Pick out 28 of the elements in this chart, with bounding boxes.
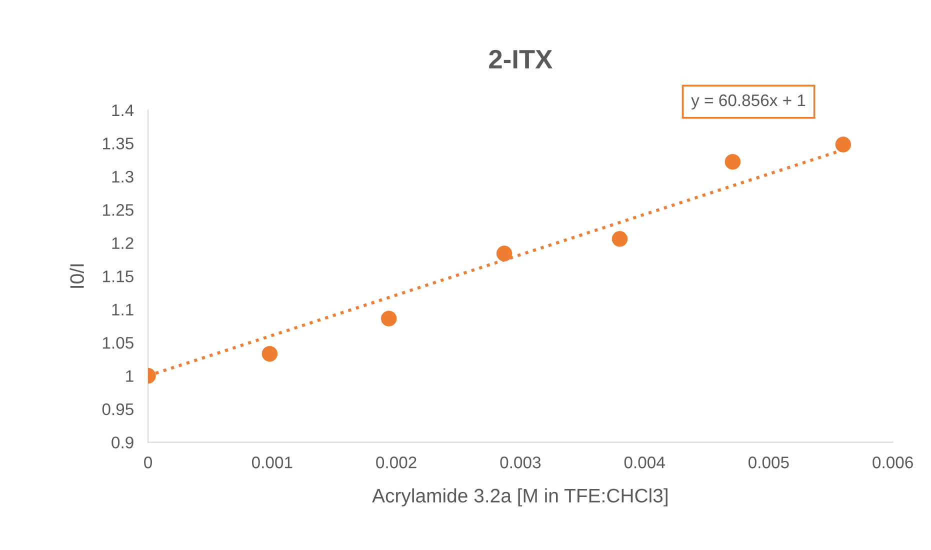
point	[380, 310, 397, 326]
x-tick-label: 0.006	[872, 456, 913, 468]
y-tick-label: 1.25	[102, 204, 134, 216]
x-tick-label: 0.004	[624, 456, 665, 468]
y-axis-title: I0/I	[70, 264, 84, 288]
point	[496, 246, 512, 262]
y-tick-label: 1.1	[112, 304, 134, 316]
y-tick-label: 0.95	[102, 403, 134, 416]
y-tick-label: 1.35	[102, 138, 134, 150]
point	[262, 346, 278, 362]
x-tick-label: 0	[144, 456, 152, 468]
y-tick-label: 1.2	[112, 237, 134, 249]
y-tick-label: 1	[126, 370, 134, 382]
chart-title: 2-ITX	[489, 50, 552, 68]
text: y = 60.856x + 1	[691, 94, 806, 110]
point	[835, 136, 852, 152]
x-tick-label: 0.005	[748, 456, 789, 468]
x-tick-label: 0.001	[252, 456, 292, 468]
point	[612, 231, 628, 247]
x-tick-label: 0.002	[376, 456, 416, 468]
point	[724, 154, 741, 170]
x-axis-title: Acrylamide 3.2a [M in TFE:CHCl3]	[372, 488, 668, 506]
y-tick-label: 1.3	[112, 170, 134, 183]
y-tick-label: 0.9	[112, 436, 134, 448]
x-tick-label: 0.003	[500, 456, 541, 468]
y-tick-label: 1.4	[112, 104, 134, 116]
y-tick-label: 1.15	[102, 270, 134, 282]
y-tick-label: 1.05	[102, 336, 134, 349]
